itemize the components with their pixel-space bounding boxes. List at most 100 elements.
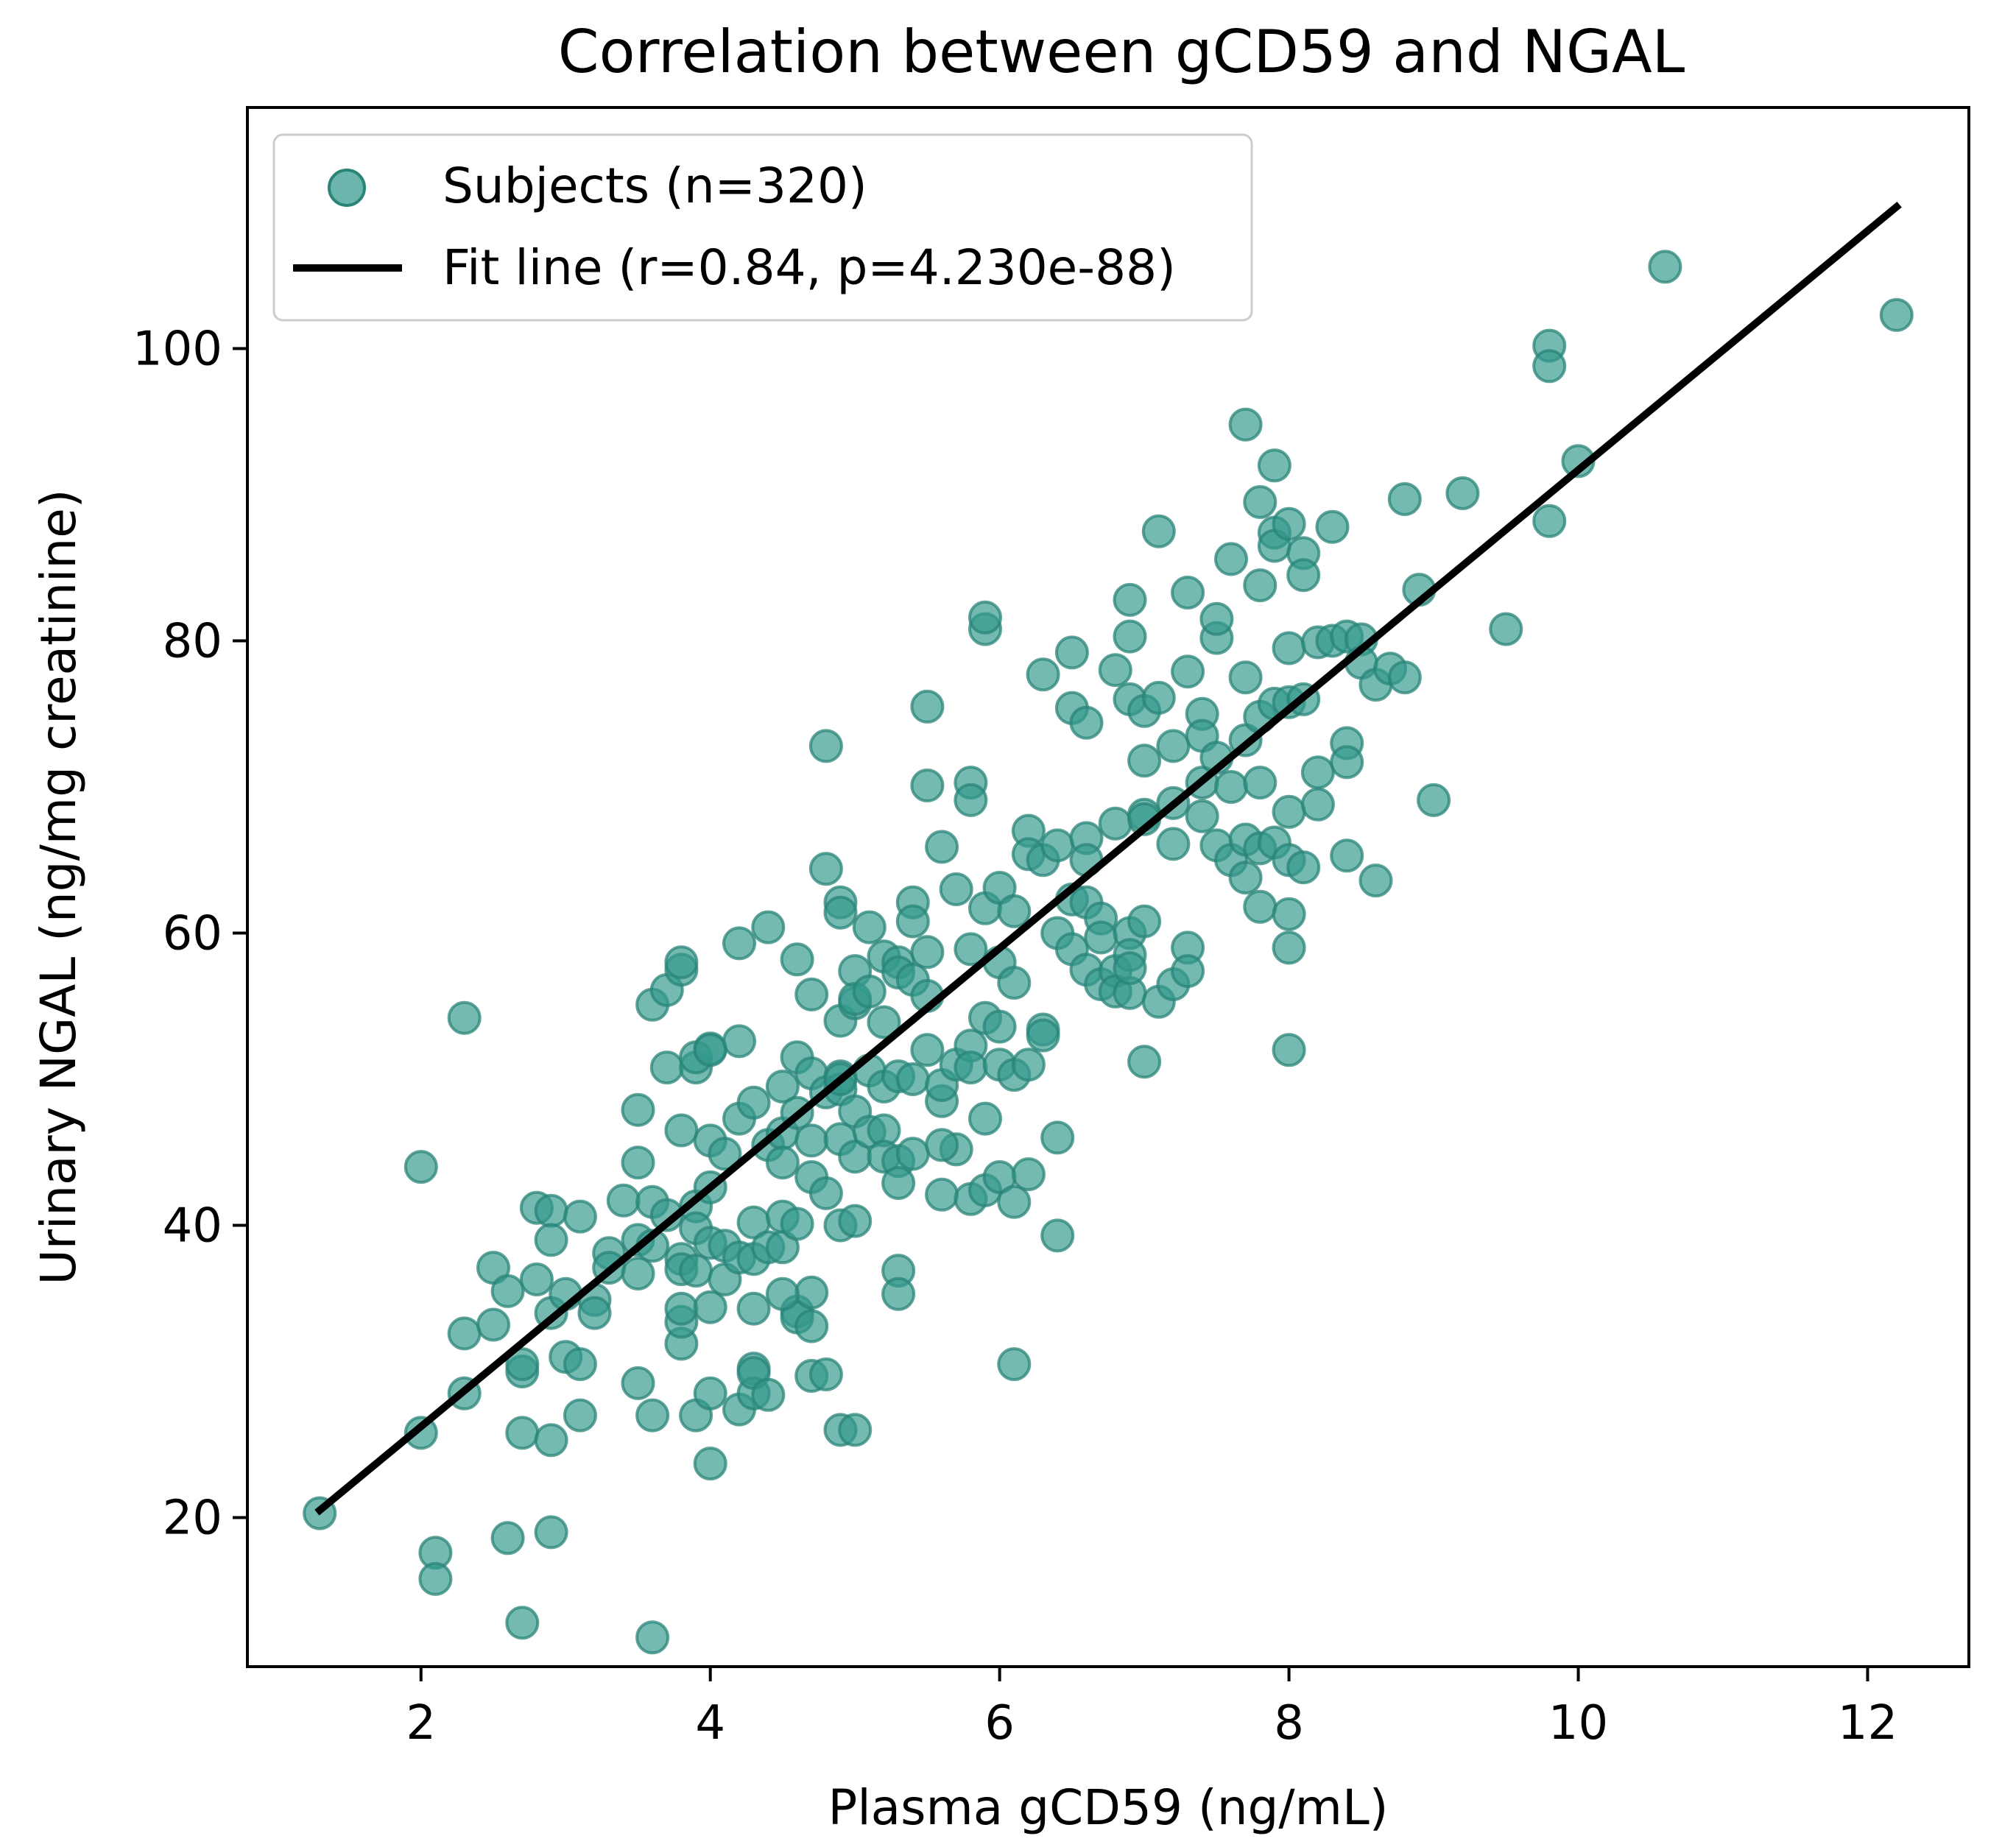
data-point: [910, 1033, 945, 1067]
data-point: [708, 1137, 742, 1171]
data-point: [780, 1207, 814, 1241]
data-point: [1272, 1033, 1306, 1067]
data-point: [1272, 506, 1306, 541]
data-point: [808, 729, 843, 763]
y-tick-label: 40: [163, 1199, 222, 1254]
data-point: [1113, 619, 1147, 654]
data-point: [722, 926, 756, 961]
data-point: [895, 1137, 930, 1171]
fit-line-layer: [314, 201, 1902, 1516]
data-point: [664, 1291, 699, 1326]
data-point: [794, 1123, 829, 1158]
data-point: [954, 783, 988, 817]
data-point: [664, 1113, 699, 1148]
y-axis-ticks: 20 40 60 80 100: [133, 322, 247, 1546]
data-point: [621, 1257, 655, 1290]
data-point: [954, 932, 988, 967]
points-layer: [303, 250, 1914, 1655]
x-tick-label: 4: [695, 1696, 725, 1751]
data-point: [997, 894, 1032, 928]
data-point: [794, 1275, 829, 1310]
data-point: [1084, 920, 1118, 955]
x-tick-label: 10: [1548, 1696, 1608, 1751]
data-point: [1243, 889, 1277, 924]
data-point: [1300, 787, 1335, 822]
data-point: [997, 966, 1032, 1000]
data-point: [505, 1606, 540, 1640]
data-point: [1185, 799, 1219, 833]
data-point: [693, 1290, 727, 1324]
data-point: [1026, 657, 1060, 692]
data-point: [563, 1199, 597, 1234]
data-point: [534, 1515, 568, 1550]
data-point: [635, 1398, 670, 1433]
data-point: [476, 1307, 510, 1342]
data-point: [925, 1177, 959, 1212]
data-point: [1243, 766, 1277, 800]
data-point: [1113, 582, 1147, 617]
data-point: [910, 935, 945, 970]
x-tick-label: 8: [1274, 1696, 1304, 1751]
data-point: [505, 1416, 540, 1450]
data-point: [621, 1092, 655, 1127]
data-point: [606, 1183, 641, 1218]
data-point: [693, 1447, 727, 1481]
data-point: [1532, 504, 1567, 538]
plot-frame: [246, 106, 1970, 1668]
data-point: [1243, 485, 1277, 519]
data-point: [736, 1291, 771, 1326]
data-point: [997, 1347, 1032, 1382]
data-point: [1040, 1218, 1075, 1253]
data-point: [664, 945, 699, 980]
data-point: [1272, 897, 1306, 931]
data-point: [1127, 904, 1162, 939]
data-point: [954, 1050, 988, 1085]
data-point: [1272, 631, 1306, 665]
data-point: [1171, 654, 1205, 689]
data-point: [1156, 827, 1191, 861]
data-point: [765, 1145, 800, 1180]
data-point: [1286, 558, 1321, 593]
data-point: [1040, 828, 1075, 863]
data-point: [534, 1423, 568, 1458]
data-point: [1489, 612, 1523, 646]
data-point: [1141, 514, 1176, 548]
legend-scatter-marker: [328, 169, 366, 207]
data-point: [1272, 794, 1306, 829]
data-point: [910, 689, 945, 724]
data-point: [1648, 250, 1682, 284]
data-point: [403, 1416, 438, 1450]
y-tick-label: 100: [133, 322, 222, 377]
data-point: [1214, 542, 1248, 576]
x-axis-ticks: 2 4 6 8 10 12: [406, 1667, 1897, 1751]
data-point: [1445, 476, 1480, 510]
data-point: [765, 1276, 800, 1311]
data-point: [881, 1276, 916, 1311]
data-point: [1272, 930, 1306, 965]
data-point: [910, 769, 945, 802]
data-point: [1330, 745, 1364, 780]
data-point: [403, 1150, 438, 1184]
data-point: [534, 1223, 568, 1257]
data-point: [1026, 1018, 1060, 1053]
data-point: [1011, 1157, 1046, 1192]
data-point: [1113, 951, 1147, 986]
data-point: [563, 1347, 597, 1382]
data-point: [1156, 729, 1191, 763]
data-point: [1257, 448, 1291, 483]
data-point: [1011, 1048, 1046, 1082]
data-point: [736, 1085, 771, 1120]
data-point: [577, 1296, 612, 1330]
data-point: [649, 1050, 684, 1085]
data-point: [1315, 509, 1350, 544]
data-point: [881, 1166, 916, 1200]
data-point: [490, 1274, 525, 1308]
data-point: [1171, 576, 1205, 610]
data-point: [925, 1128, 959, 1162]
data-point: [808, 852, 843, 886]
data-point: [519, 1262, 554, 1296]
data-point: [505, 1347, 540, 1382]
chart-title: Correlation between gCD59 and NGAL: [558, 18, 1685, 86]
data-point: [780, 942, 814, 977]
